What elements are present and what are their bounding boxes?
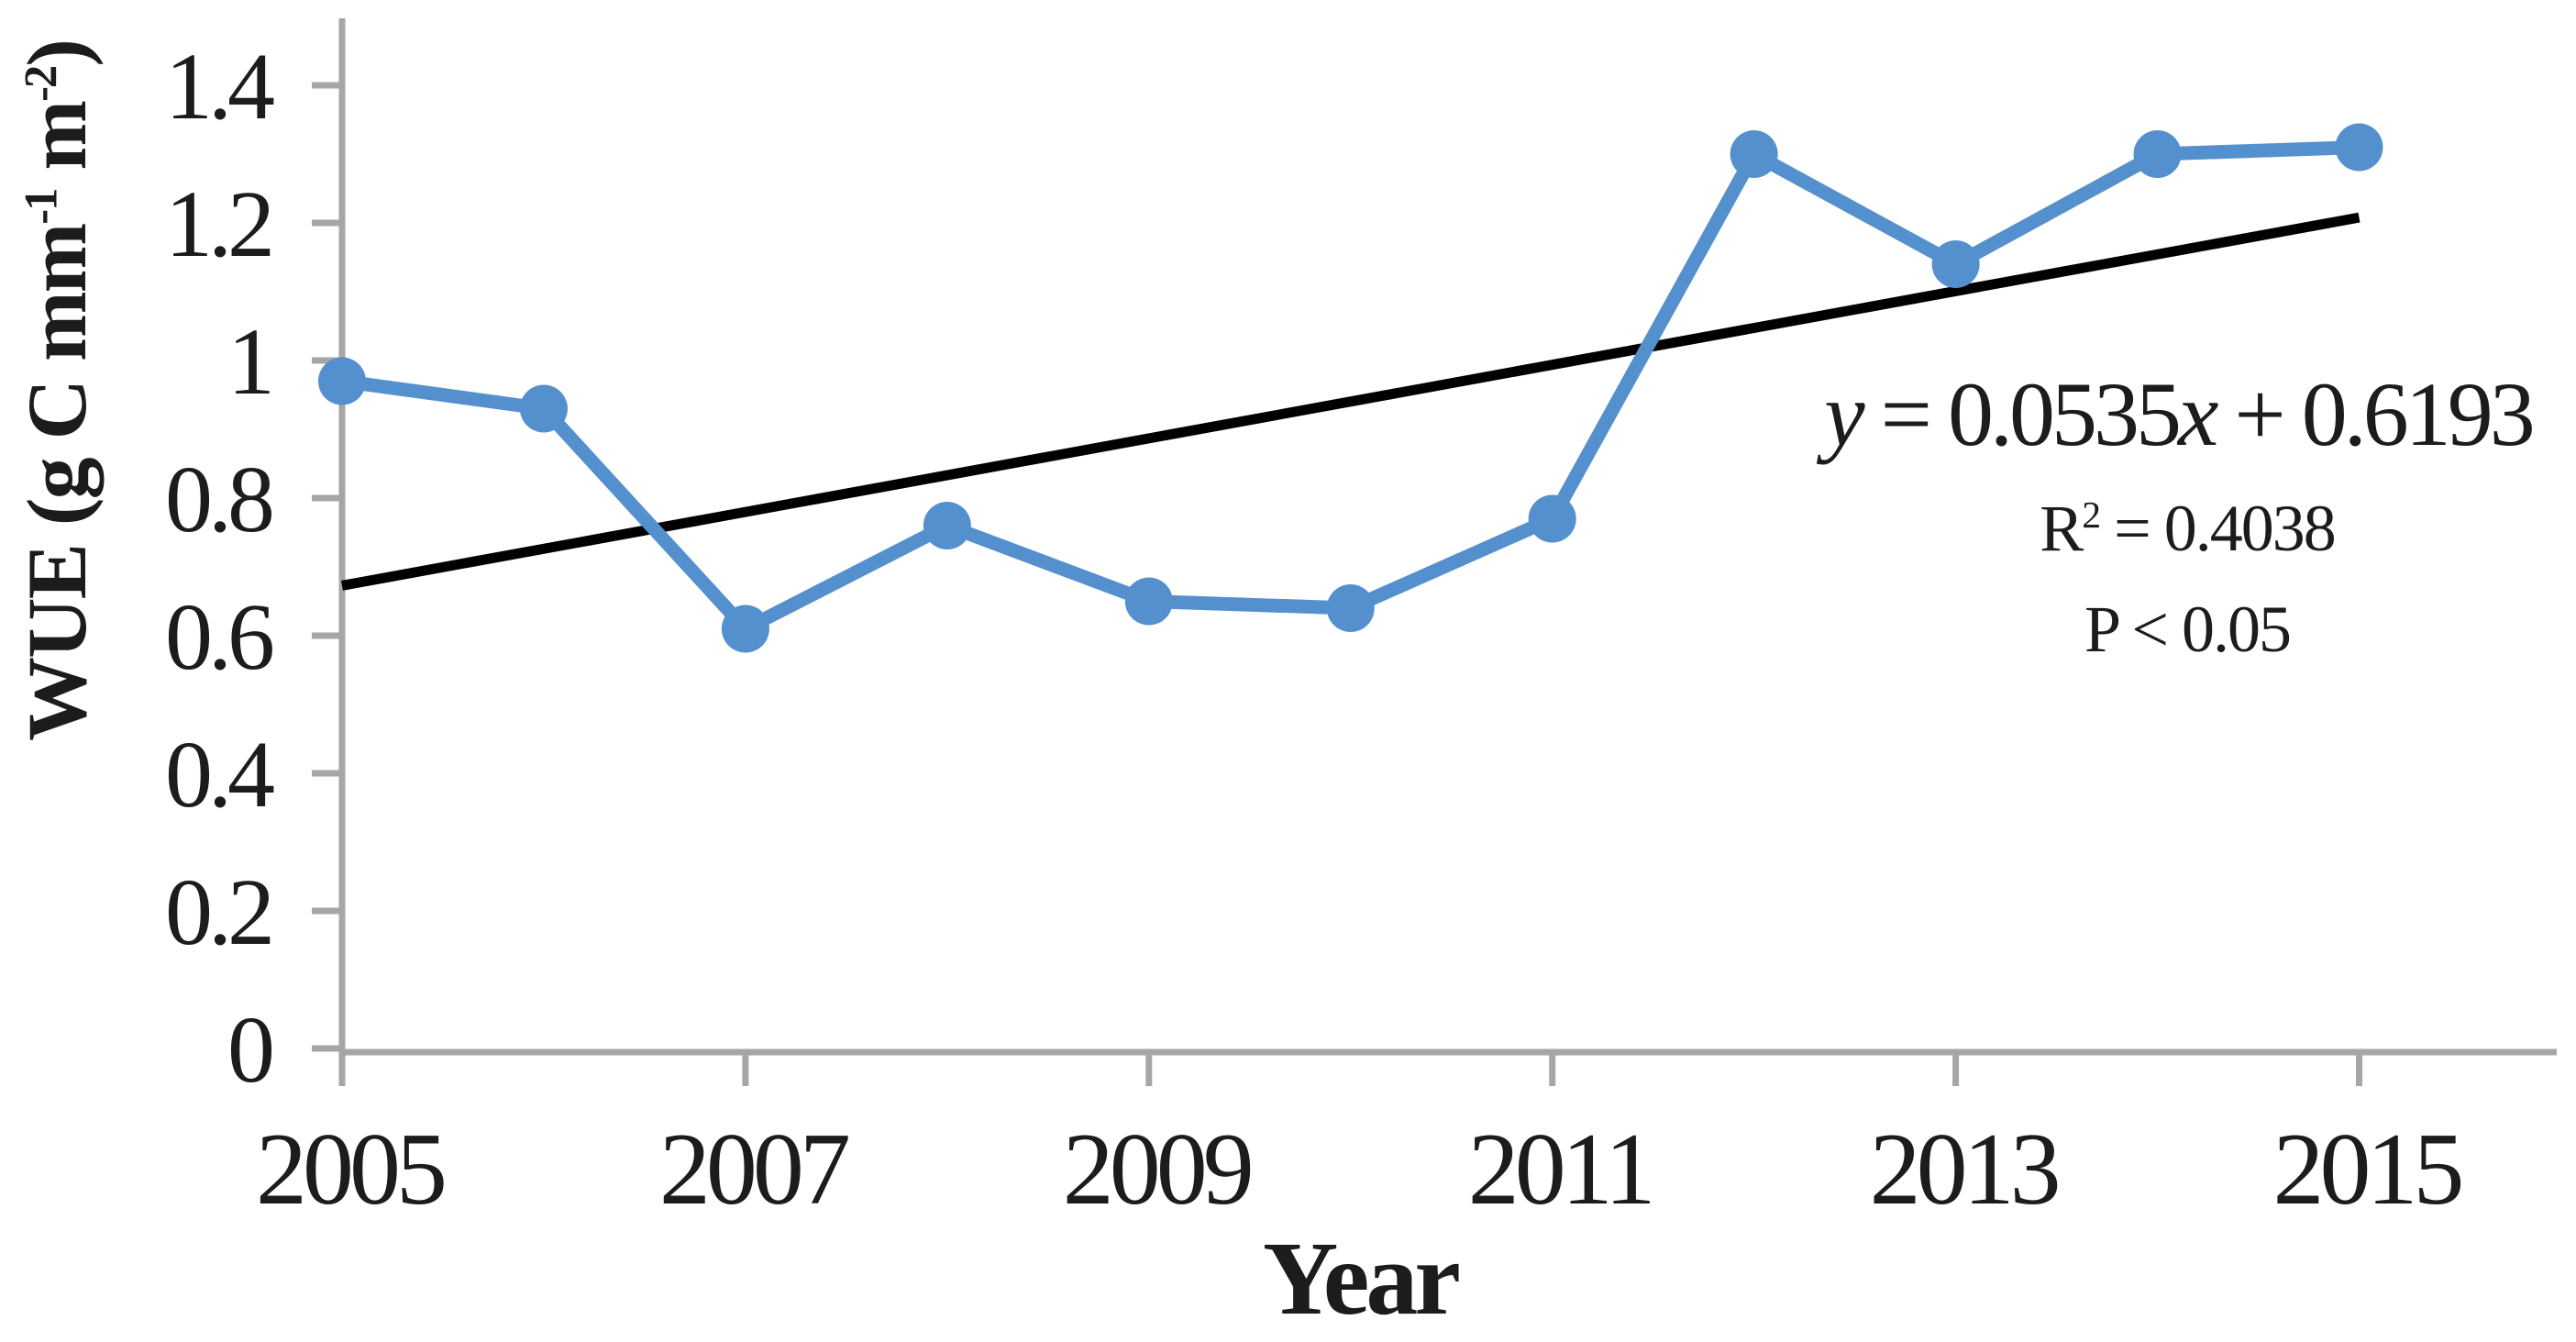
y-axis-title-text: WUE (g C mm — [10, 224, 104, 741]
data-point-2009 — [1124, 577, 1173, 626]
equation-var-x: x — [2178, 363, 2218, 465]
y-tick-label: 1.2 — [165, 172, 271, 277]
trend-line — [341, 212, 2360, 591]
y-axis-title-sup2: -2 — [15, 66, 67, 102]
data-point-2015 — [2335, 123, 2383, 172]
data-point-2014 — [2133, 130, 2182, 178]
y-tick-label: 0.6 — [165, 584, 272, 690]
data-point-2006 — [519, 384, 568, 433]
data-point-2007 — [721, 604, 769, 653]
x-tick-label: 2007 — [659, 1113, 848, 1226]
data-point-2013 — [1931, 240, 1980, 288]
trendline-equation: y = 0.0535x + 0.6193 — [1811, 369, 2545, 460]
x-tick-label: 2011 — [1468, 1113, 1652, 1226]
y-axis-title-post: ) — [10, 40, 104, 67]
y-tick-label: 1.4 — [165, 34, 274, 139]
y-tick-label: 0 — [227, 997, 272, 1103]
data-point-2010 — [1326, 584, 1375, 632]
data-point-2012 — [1730, 130, 1778, 178]
p-value-label: P < 0.05 — [2084, 593, 2292, 666]
y-tick-label: 0.4 — [165, 722, 274, 827]
r-letter: R — [2040, 492, 2084, 565]
equation-slope: = 0.0535 — [1861, 363, 2182, 465]
r-squared-value: = 0.4038 — [2099, 492, 2337, 565]
r-exponent: 2 — [2082, 494, 2101, 537]
y-axis-title: WUE (g C mm-1 m-2) — [7, 2, 106, 780]
equation-var-y: y — [1824, 363, 1864, 465]
data-point-2005 — [318, 357, 366, 405]
data-point-2008 — [923, 502, 971, 549]
x-tick-label: 2005 — [256, 1113, 444, 1226]
x-axis-title: Year — [1263, 1220, 1461, 1336]
y-tick-label: 1 — [227, 309, 271, 415]
r-squared-label: R2 = 0.4038 — [1820, 495, 2554, 561]
y-axis-title-sup1: -1 — [15, 189, 67, 225]
x-tick-label: 2013 — [1870, 1113, 2058, 1226]
y-tick-label: 0.2 — [165, 860, 271, 965]
x-tick-label: 2015 — [2273, 1113, 2461, 1226]
y-axis-title-mid: m — [10, 101, 104, 190]
equation-intercept: + 0.6193 — [2215, 363, 2535, 465]
y-tick-label: 0.8 — [165, 447, 272, 552]
data-point-2011 — [1528, 494, 1576, 543]
x-tick-label: 2009 — [1063, 1113, 1251, 1226]
